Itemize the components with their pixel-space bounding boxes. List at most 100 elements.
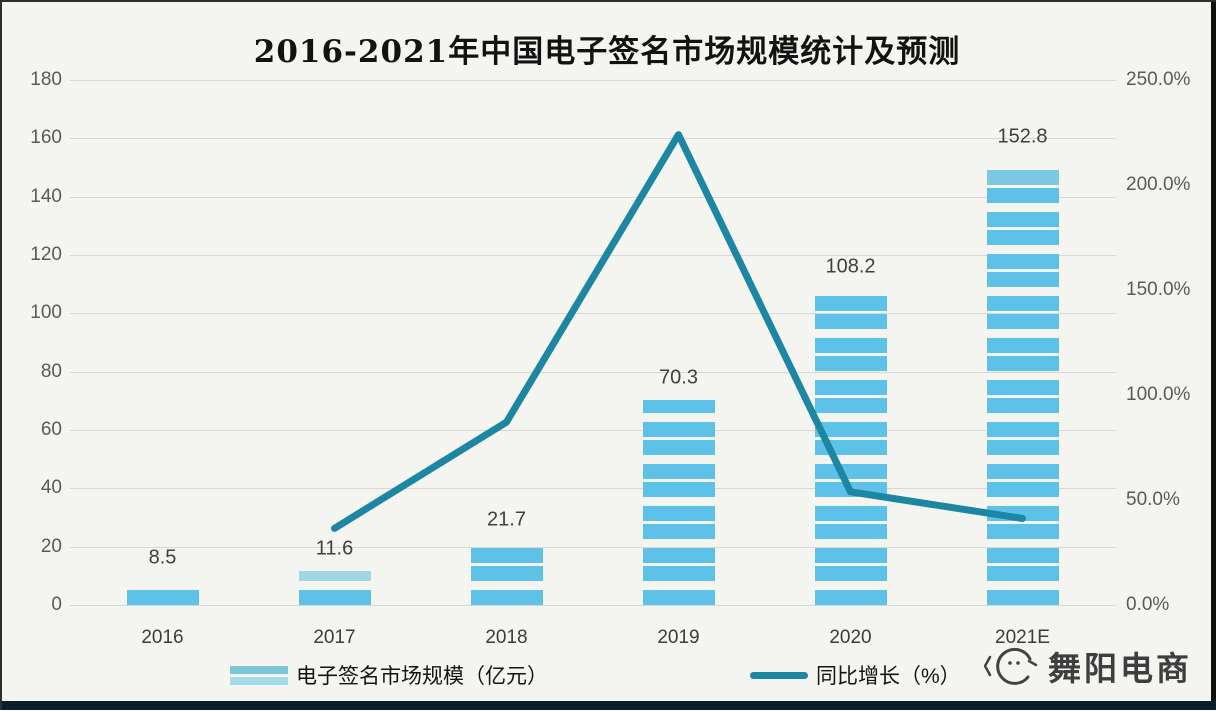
bar-stripe (986, 421, 1059, 437)
bar-2021E (986, 159, 1059, 605)
gridline (70, 371, 1116, 373)
gridline (70, 430, 1116, 431)
bar-value-label: 8.5 (148, 546, 177, 569)
bar-stripe (986, 589, 1059, 605)
bar-value-label: 11.6 (315, 537, 354, 560)
x-axis-label: 2018 (485, 627, 528, 648)
bar-2017 (298, 571, 371, 605)
bar-value-label: 70.3 (659, 366, 698, 389)
bar-stripe (986, 169, 1059, 185)
bar-stripe (814, 337, 887, 353)
bar-stripe (986, 229, 1059, 245)
bar-stripe (642, 439, 715, 455)
bar-stripe (814, 295, 887, 311)
bar-stripe (986, 271, 1059, 287)
bar-stripe (814, 565, 887, 581)
bar-stripe (814, 463, 887, 479)
watermark-text: 舞阳电商 (1048, 650, 1192, 687)
y-axis-tick-left: 0 (51, 594, 62, 615)
bar-stripe (814, 547, 887, 563)
bar-stripe (814, 379, 887, 395)
gridline (70, 605, 1116, 606)
bar-stripe (642, 523, 715, 539)
y-axis-tick-left: 20 (40, 535, 62, 557)
bar-stripe (470, 565, 543, 581)
watermark: 舞阳电商 (984, 636, 1192, 696)
bar-stripe (986, 379, 1059, 395)
bar-value-label: 152.8 (997, 125, 1048, 148)
bottom-strip (2, 701, 1216, 710)
bar-stripe (986, 187, 1059, 203)
gridline (70, 255, 1116, 256)
bar-stripe (642, 589, 715, 605)
bar-2016 (126, 580, 199, 605)
bar-stripe (986, 481, 1059, 497)
gridline (70, 80, 1116, 81)
bar-2019 (642, 399, 715, 605)
bar-stripe (986, 295, 1059, 311)
bar-stripe (642, 399, 715, 413)
bar-stripe (642, 565, 715, 581)
legend-item-growth: 同比增长（%） (750, 658, 961, 692)
bar-stripe (814, 481, 887, 497)
legend-label-growth: 同比增长（%） (816, 665, 961, 688)
gridline (70, 546, 1116, 548)
bar-stripe (642, 505, 715, 521)
bar-2018 (470, 542, 543, 605)
x-axis-label: 2017 (313, 627, 356, 648)
bar-stripe (298, 571, 371, 581)
bar-stripe (986, 355, 1059, 371)
bar-stripe (642, 547, 715, 563)
bar-series-swatch-icon (230, 665, 288, 685)
bar-stripe (986, 253, 1059, 269)
y-axis-tick-left: 160 (30, 127, 62, 149)
y-axis-tick-right: 150.0% (1126, 279, 1191, 300)
y-axis-tick-right: 50.0% (1126, 489, 1180, 510)
y-axis-tick-left: 40 (40, 477, 62, 499)
bar-stripe (814, 421, 887, 437)
line-series-swatch-icon (750, 671, 808, 679)
bar-stripe (986, 505, 1059, 521)
bar-stripe (814, 439, 887, 455)
bar-stripe (470, 547, 543, 563)
gridline (70, 138, 1116, 140)
bar-stripe (986, 313, 1059, 329)
gridline (70, 313, 1116, 315)
x-axis-label: 2020 (829, 627, 872, 648)
bar-stripe (814, 523, 887, 539)
gridline (70, 488, 1116, 490)
watermark-logo-icon (984, 647, 1038, 685)
bar-stripe (814, 313, 887, 329)
bar-stripe (126, 589, 199, 605)
y-axis-tick-left: 180 (30, 69, 62, 90)
y-axis-tick-left: 80 (40, 360, 62, 382)
bar-stripe (814, 397, 887, 413)
bar-stripe (642, 463, 715, 479)
right-edge-border (1211, 2, 1216, 703)
y-axis-tick-left: 140 (30, 185, 62, 207)
gridline (70, 196, 1116, 198)
bar-stripe (470, 589, 543, 605)
legend-item-market-size: 电子签名市场规模（亿元） (230, 658, 548, 692)
bar-stripe (814, 505, 887, 521)
legend: 电子签名市场规模（亿元） 同比增长（%） (2, 658, 1216, 692)
bar-stripe (814, 355, 887, 371)
y-axis-tick-left: 60 (40, 419, 62, 440)
bar-value-label: 21.7 (487, 508, 526, 531)
bar-stripe (986, 337, 1059, 353)
y-axis-tick-right: 100.0% (1126, 384, 1191, 405)
legend-label-market-size: 电子签名市场规模（亿元） (296, 665, 548, 688)
bar-2020 (814, 289, 887, 605)
bar-stripe (298, 589, 371, 605)
y-axis-tick-right: 200.0% (1126, 174, 1191, 195)
bar-stripe (986, 565, 1059, 581)
x-axis-label: 2016 (141, 627, 184, 648)
bar-stripe (642, 481, 715, 497)
y-axis-tick-left: 100 (30, 302, 62, 324)
bar-stripe (986, 463, 1059, 479)
bar-stripe (814, 589, 887, 605)
chart-title: 2016-2021年中国电子签名市场规模统计及预测 (253, 34, 961, 70)
y-axis-tick-right: 250.0% (1126, 69, 1191, 90)
x-axis-label: 2019 (657, 627, 700, 648)
